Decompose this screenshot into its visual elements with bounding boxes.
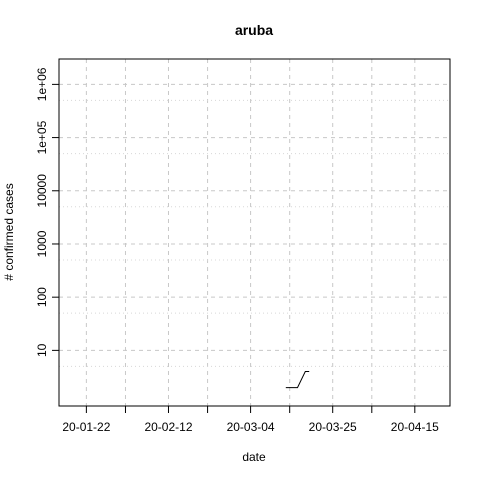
series-line: [285, 371, 310, 389]
x-tick-label: 20-01-22: [62, 420, 110, 434]
y-tick-label: 100: [35, 287, 49, 307]
plot-frame: [58, 58, 451, 407]
x-tick-label: 20-03-25: [309, 420, 357, 434]
x-tick-label: 20-03-04: [227, 420, 275, 434]
y-tick-label: 1e+06: [35, 67, 49, 101]
y-tick-label: 10000: [35, 174, 49, 208]
y-axis-label: # confirmed cases: [2, 183, 16, 280]
y-axis: 10 100 1000 10000 1e+05 1e+06: [35, 67, 60, 357]
x-tick-label: 20-02-12: [144, 420, 192, 434]
x-axis-label: date: [242, 450, 266, 464]
x-axis: 20-01-22 20-02-12 20-03-04 20-03-25 20-04-15: [62, 405, 439, 434]
series: [285, 371, 310, 389]
x-tick-label: 20-04-15: [391, 420, 439, 434]
y-tick-label: 1000: [35, 230, 49, 257]
y-tick-label: 10: [35, 343, 49, 357]
y-tick-label: 1e+05: [35, 120, 49, 154]
grid: [59, 59, 450, 406]
chart-title: aruba: [235, 22, 273, 38]
